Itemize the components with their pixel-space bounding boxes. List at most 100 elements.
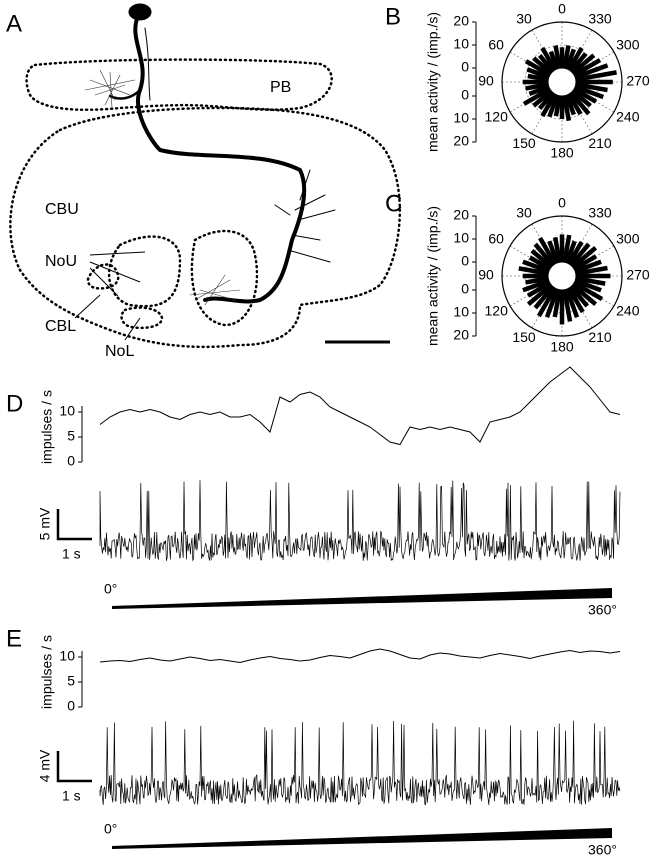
panel-label: C <box>385 190 402 217</box>
scale-bar <box>56 509 92 541</box>
r-tick-label: 20 <box>453 13 469 29</box>
inner-circle <box>547 261 577 291</box>
polar-bar <box>522 259 550 274</box>
polar-bar <box>572 254 598 271</box>
scale-label: 1 s <box>62 788 81 804</box>
angle-label: 330 <box>588 204 612 220</box>
polar-bar <box>562 234 572 263</box>
polar-bar <box>537 53 555 73</box>
polar-bar <box>525 82 549 91</box>
region-label: NoL <box>105 343 134 360</box>
polar-bar <box>569 52 588 73</box>
polar-bar <box>562 289 573 322</box>
angle-label: 240 <box>616 303 640 319</box>
angle-label: 330 <box>588 10 612 26</box>
polar-bar <box>540 46 557 72</box>
angle-label: 270 <box>626 267 650 283</box>
grid-circle <box>501 21 623 143</box>
polar-bar <box>574 63 609 80</box>
angle-label: 0 <box>558 1 566 17</box>
r-tick-label: 10 <box>453 304 469 320</box>
polar-bar <box>540 92 557 118</box>
polar-bar <box>562 95 572 122</box>
polar-bar <box>533 242 555 267</box>
stimulus-label: 360° <box>588 602 617 618</box>
r-tick-label: 0 <box>461 253 469 269</box>
polar-bar <box>538 236 557 266</box>
angle-label: 210 <box>588 135 612 151</box>
angle-label: 90 <box>478 73 494 89</box>
region-label: CBL <box>45 318 76 335</box>
polar-bar <box>537 91 555 111</box>
voltage-trace <box>99 720 621 806</box>
polar-bar <box>553 45 562 69</box>
angle-label: 60 <box>488 37 504 53</box>
angle-label: 90 <box>478 267 494 283</box>
region-label: NoU <box>45 253 77 270</box>
polar-bar <box>533 285 555 310</box>
y-tick-label: 0 <box>67 698 75 714</box>
polar-bar <box>575 82 608 93</box>
r-tick-label: 0 <box>461 59 469 75</box>
r-tick-label: 10 <box>453 110 469 126</box>
scale-label: 4 mV <box>37 749 53 782</box>
polar-bar <box>553 95 562 117</box>
scale-label: 5 mV <box>37 507 53 540</box>
y-axis-title: mean activity / (imp./s) <box>425 206 441 346</box>
polar-bar <box>522 87 552 106</box>
polar-bar <box>528 84 550 96</box>
y-tick-label: 5 <box>67 673 75 689</box>
polar-bar <box>518 266 549 276</box>
angle-label: 150 <box>512 329 536 345</box>
polar-bar <box>528 255 552 271</box>
polar-bar <box>530 249 553 269</box>
leader-lines <box>74 251 146 341</box>
polar-bar <box>522 278 550 293</box>
polar-bar <box>575 70 617 82</box>
y-axis-title: mean activity / (imp./s) <box>425 12 441 152</box>
polar-bar <box>526 283 553 306</box>
rate-line <box>99 366 621 446</box>
polar-bar <box>532 56 553 75</box>
polar-bar <box>571 53 596 75</box>
polar-bar <box>526 281 552 298</box>
scale-label: 1 s <box>62 546 81 562</box>
polar-bar <box>552 289 562 318</box>
inner-circle <box>547 67 577 97</box>
polar-bar <box>547 94 560 118</box>
neuron <box>84 3 336 306</box>
r-tick-label: 0 <box>461 87 469 103</box>
polar-bar <box>526 67 550 80</box>
polar-bar <box>575 276 606 286</box>
polar-bar <box>574 84 605 100</box>
polar-bar <box>564 48 576 70</box>
r-tick-label: 10 <box>453 36 469 52</box>
stimulus-ramp <box>112 588 612 609</box>
polar-bar <box>575 265 608 276</box>
polar-bar <box>567 240 584 266</box>
polar-bar <box>536 286 557 318</box>
stimulus-ramp <box>112 828 612 849</box>
angle-label: 240 <box>616 109 640 125</box>
brain-outline <box>9 58 401 349</box>
polar-bar <box>547 240 560 264</box>
r-tick-label: 20 <box>453 207 469 223</box>
stimulus-label: 0° <box>104 581 117 597</box>
polar-bar <box>572 87 598 104</box>
polar-bar <box>571 283 598 306</box>
stimulus-label: 360° <box>588 842 617 855</box>
polar-bar <box>569 91 591 116</box>
stimulus-label: 0° <box>104 821 117 837</box>
polar-bar <box>552 236 562 263</box>
polar-bar <box>567 286 585 314</box>
angle-label: 150 <box>512 135 536 151</box>
polar-bar <box>569 285 589 308</box>
angle-label: 120 <box>485 109 509 125</box>
angle-label: 270 <box>626 73 650 89</box>
voltage-trace <box>99 480 621 562</box>
panel-label: E <box>6 625 22 652</box>
polar-bar <box>572 281 604 302</box>
angle-label: 300 <box>616 37 640 53</box>
y-tick-label: 0 <box>67 453 75 469</box>
polar-bar <box>525 276 549 285</box>
